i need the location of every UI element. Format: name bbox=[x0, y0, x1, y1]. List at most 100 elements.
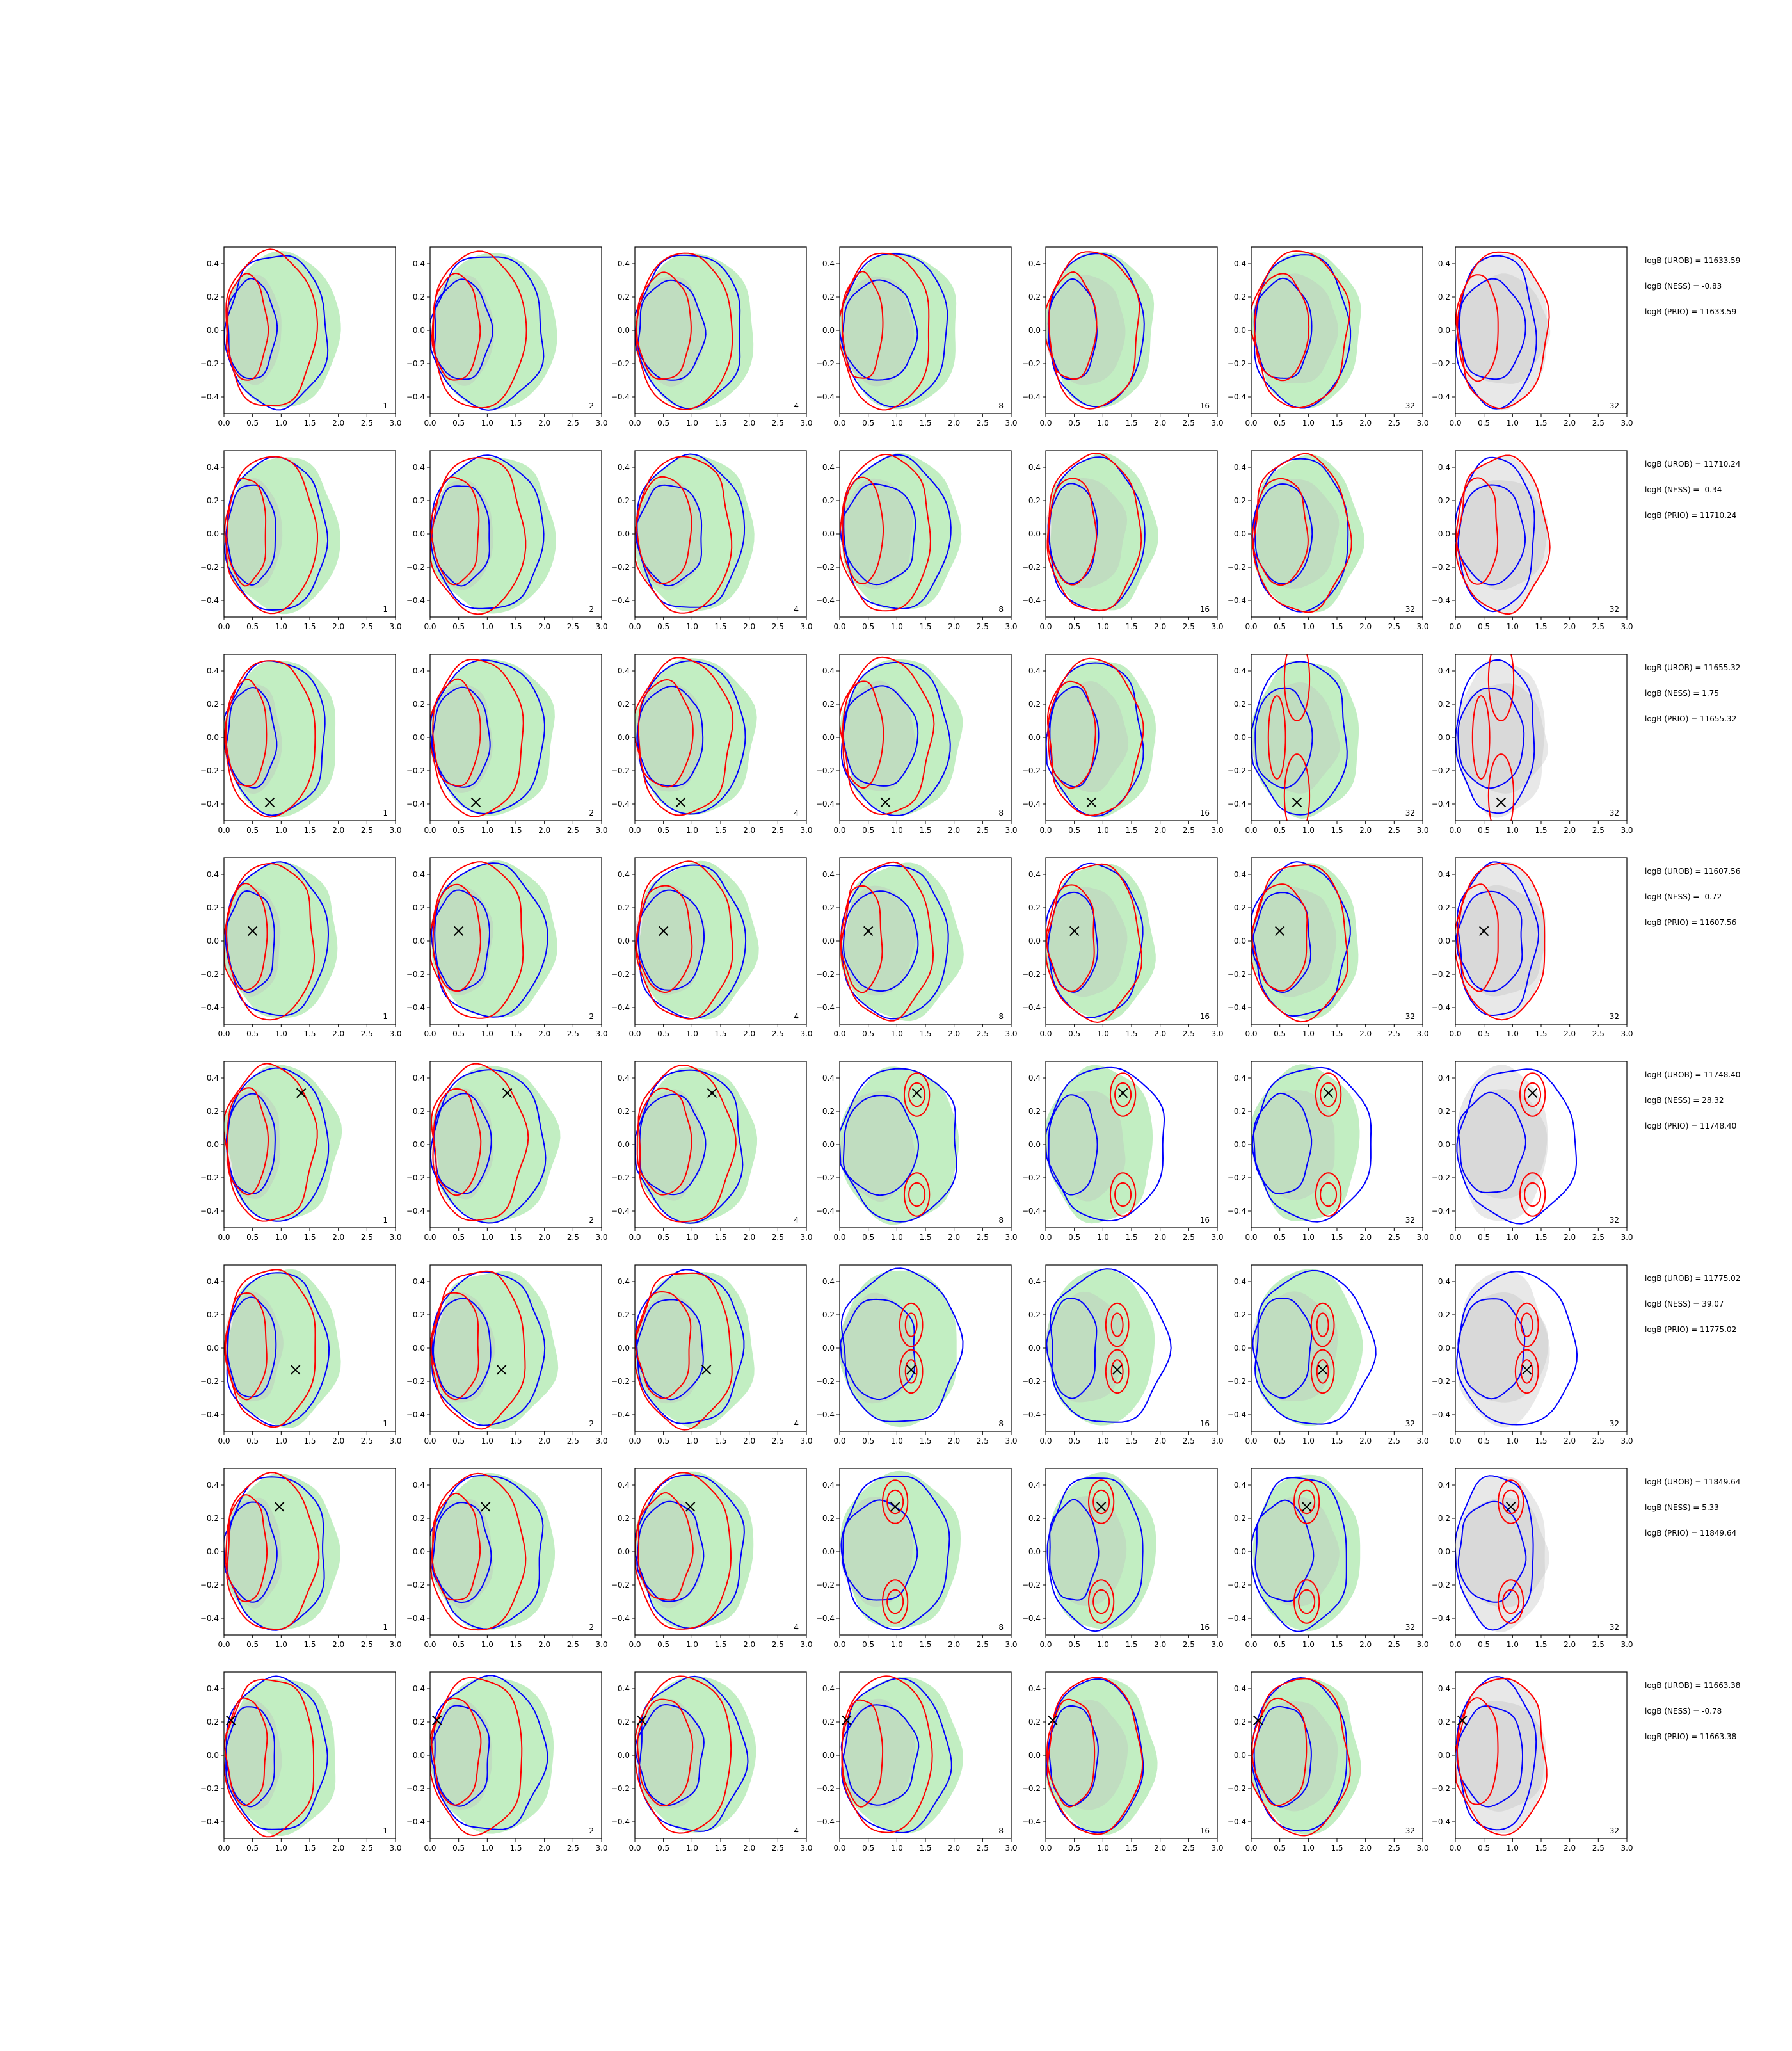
x-tick-label: 1.0 bbox=[891, 622, 903, 631]
y-tick-label: −0.4 bbox=[406, 1614, 425, 1623]
y-tick-label: −0.4 bbox=[816, 1614, 835, 1623]
x-tick-label: 0.5 bbox=[1478, 1029, 1490, 1038]
x-tick-label: 3.0 bbox=[1416, 1640, 1428, 1649]
true-value-marker bbox=[1505, 1502, 1516, 1512]
inner-density-fill bbox=[1254, 1496, 1340, 1607]
panel-column-label: 4 bbox=[794, 1826, 799, 1835]
y-tick-label: 0.0 bbox=[413, 937, 425, 945]
y-tick-label: 0.0 bbox=[822, 529, 835, 538]
blue-contour-outer bbox=[841, 1677, 952, 1833]
blue-contour-outer bbox=[224, 660, 326, 816]
panel-r7-c2: 0.0 0.5 1.0 1.5 2.0 2.5 3.0 0.4 0.2 0.0 −0.2 −0.4 2 bbox=[406, 1468, 608, 1649]
red-contour-inner bbox=[224, 1697, 268, 1806]
panel-r3-c6: 0.0 0.5 1.0 1.5 2.0 2.5 3.0 0.4 0.2 0.0 −0.2 −0.4 32 bbox=[1228, 654, 1429, 835]
x-tick-label: 2.0 bbox=[743, 622, 755, 631]
logb-annotation: logB (PRIO) = 11710.24 bbox=[1645, 511, 1737, 520]
panel-column-label: 1 bbox=[383, 1012, 388, 1021]
x-tick-label: 1.0 bbox=[686, 419, 698, 428]
red-contour-inner bbox=[431, 1697, 482, 1806]
panel-plot-area bbox=[1251, 250, 1361, 409]
y-tick-label: 0.2 bbox=[1028, 1717, 1041, 1726]
y-tick-label: 0.2 bbox=[1028, 700, 1041, 709]
panel-plot-area bbox=[1046, 452, 1158, 612]
blue-contour-outer bbox=[1251, 1066, 1372, 1223]
x-tick-label: 2.0 bbox=[1154, 1844, 1166, 1853]
true-value-marker bbox=[842, 1715, 852, 1726]
x-tick-label: 0.0 bbox=[1449, 1233, 1461, 1242]
x-tick-label: 0.5 bbox=[862, 1640, 874, 1649]
panel-plot-area bbox=[224, 861, 338, 1021]
y-tick-label: −0.4 bbox=[1022, 392, 1041, 401]
x-tick-label: 2.5 bbox=[1183, 1233, 1195, 1242]
red-contour-inner bbox=[1457, 1697, 1499, 1805]
outer-density-fill bbox=[635, 1471, 754, 1629]
x-tick-label: 0.0 bbox=[833, 622, 845, 631]
y-tick-label: 0.0 bbox=[618, 733, 630, 742]
red-contour-bottom-inner bbox=[908, 1182, 926, 1207]
x-tick-label: 1.0 bbox=[1097, 1844, 1109, 1853]
logb-annotation: logB (PRIO) = 11849.64 bbox=[1645, 1529, 1737, 1538]
x-tick-label: 0.0 bbox=[218, 1640, 230, 1649]
y-tick-label: 0.2 bbox=[1234, 496, 1246, 505]
y-tick-label: 0.0 bbox=[1438, 1140, 1450, 1149]
y-tick-label: 0.0 bbox=[618, 529, 630, 538]
y-tick-label: −0.4 bbox=[611, 596, 630, 605]
y-tick-label: −0.2 bbox=[200, 1377, 219, 1386]
y-tick-label: −0.4 bbox=[1228, 1410, 1246, 1419]
x-tick-label: 2.0 bbox=[332, 1436, 344, 1445]
panel-r3-c1: 0.0 0.5 1.0 1.5 2.0 2.5 3.0 0.4 0.2 0.0 −0.2 −0.4 1 bbox=[200, 654, 402, 835]
x-tick-label: 3.0 bbox=[1005, 1029, 1017, 1038]
blue-contour-outer bbox=[430, 1474, 544, 1630]
x-tick-label: 2.0 bbox=[1564, 1640, 1576, 1649]
x-tick-label: 1.0 bbox=[1097, 1233, 1109, 1242]
blue-contour-inner bbox=[637, 279, 707, 381]
y-tick-label: 0.4 bbox=[207, 463, 219, 472]
y-tick-label: 0.2 bbox=[1234, 1717, 1246, 1726]
x-tick-label: 1.5 bbox=[1125, 1844, 1137, 1853]
red-contour-bottom-inner bbox=[1114, 1182, 1132, 1207]
red-contour-top-inner bbox=[1110, 1312, 1124, 1337]
y-tick-label: 0.4 bbox=[618, 1481, 630, 1490]
y-tick-label: 0.0 bbox=[1028, 529, 1041, 538]
y-tick-label: −0.2 bbox=[816, 1377, 835, 1386]
red-contour-bottom-inner bbox=[1502, 1589, 1520, 1614]
panel-plot-area bbox=[224, 1675, 336, 1838]
x-tick-label: 1.0 bbox=[891, 1029, 903, 1038]
y-tick-label: 0.2 bbox=[1438, 496, 1450, 505]
inner-density-fill bbox=[841, 885, 917, 996]
red-contour-top-inner bbox=[1092, 1489, 1110, 1515]
panel-r6-c3: 0.0 0.5 1.0 1.5 2.0 2.5 3.0 0.4 0.2 0.0 −0.2 −0.4 4 bbox=[611, 1264, 813, 1445]
y-tick-label: 0.0 bbox=[207, 529, 219, 538]
y-tick-label: 0.2 bbox=[822, 1717, 835, 1726]
x-tick-label: 0.5 bbox=[1068, 1640, 1080, 1649]
outer-density-fill bbox=[1046, 252, 1155, 408]
outer-density-fill bbox=[1252, 1474, 1361, 1632]
x-tick-label: 0.0 bbox=[1245, 1640, 1257, 1649]
y-tick-label: 0.4 bbox=[207, 1277, 219, 1286]
true-value-marker bbox=[1301, 1502, 1312, 1512]
true-value-marker bbox=[1253, 1715, 1263, 1726]
red-contour-inner bbox=[841, 1699, 884, 1808]
x-tick-label: 3.0 bbox=[1005, 826, 1017, 835]
inner-density-fill bbox=[1252, 1701, 1338, 1812]
x-tick-label: 2.0 bbox=[948, 826, 960, 835]
x-tick-label: 0.0 bbox=[218, 419, 230, 428]
y-tick-label: 0.0 bbox=[207, 1344, 219, 1353]
logb-annotation: logB (NESS) = 28.32 bbox=[1645, 1096, 1724, 1105]
panel-column-label: 32 bbox=[1405, 1012, 1415, 1021]
inner-density-fill bbox=[1048, 681, 1129, 792]
x-tick-label: 0.0 bbox=[1039, 1844, 1052, 1853]
y-tick-label: −0.4 bbox=[200, 1410, 219, 1419]
blue-contour-inner bbox=[1253, 1092, 1313, 1194]
x-tick-label: 0.5 bbox=[862, 1436, 874, 1445]
x-tick-label: 0.0 bbox=[1449, 1844, 1461, 1853]
y-tick-label: −0.2 bbox=[611, 1377, 630, 1386]
inner-density-fill bbox=[1459, 273, 1551, 384]
x-tick-label: 0.0 bbox=[1039, 622, 1052, 631]
outer-density-fill bbox=[843, 1677, 963, 1834]
x-tick-label: 0.0 bbox=[628, 826, 641, 835]
x-tick-label: 2.5 bbox=[977, 1029, 989, 1038]
y-tick-label: 0.2 bbox=[1438, 293, 1450, 302]
y-tick-label: 0.0 bbox=[822, 1547, 835, 1556]
blue-contour-outer bbox=[638, 1675, 749, 1832]
